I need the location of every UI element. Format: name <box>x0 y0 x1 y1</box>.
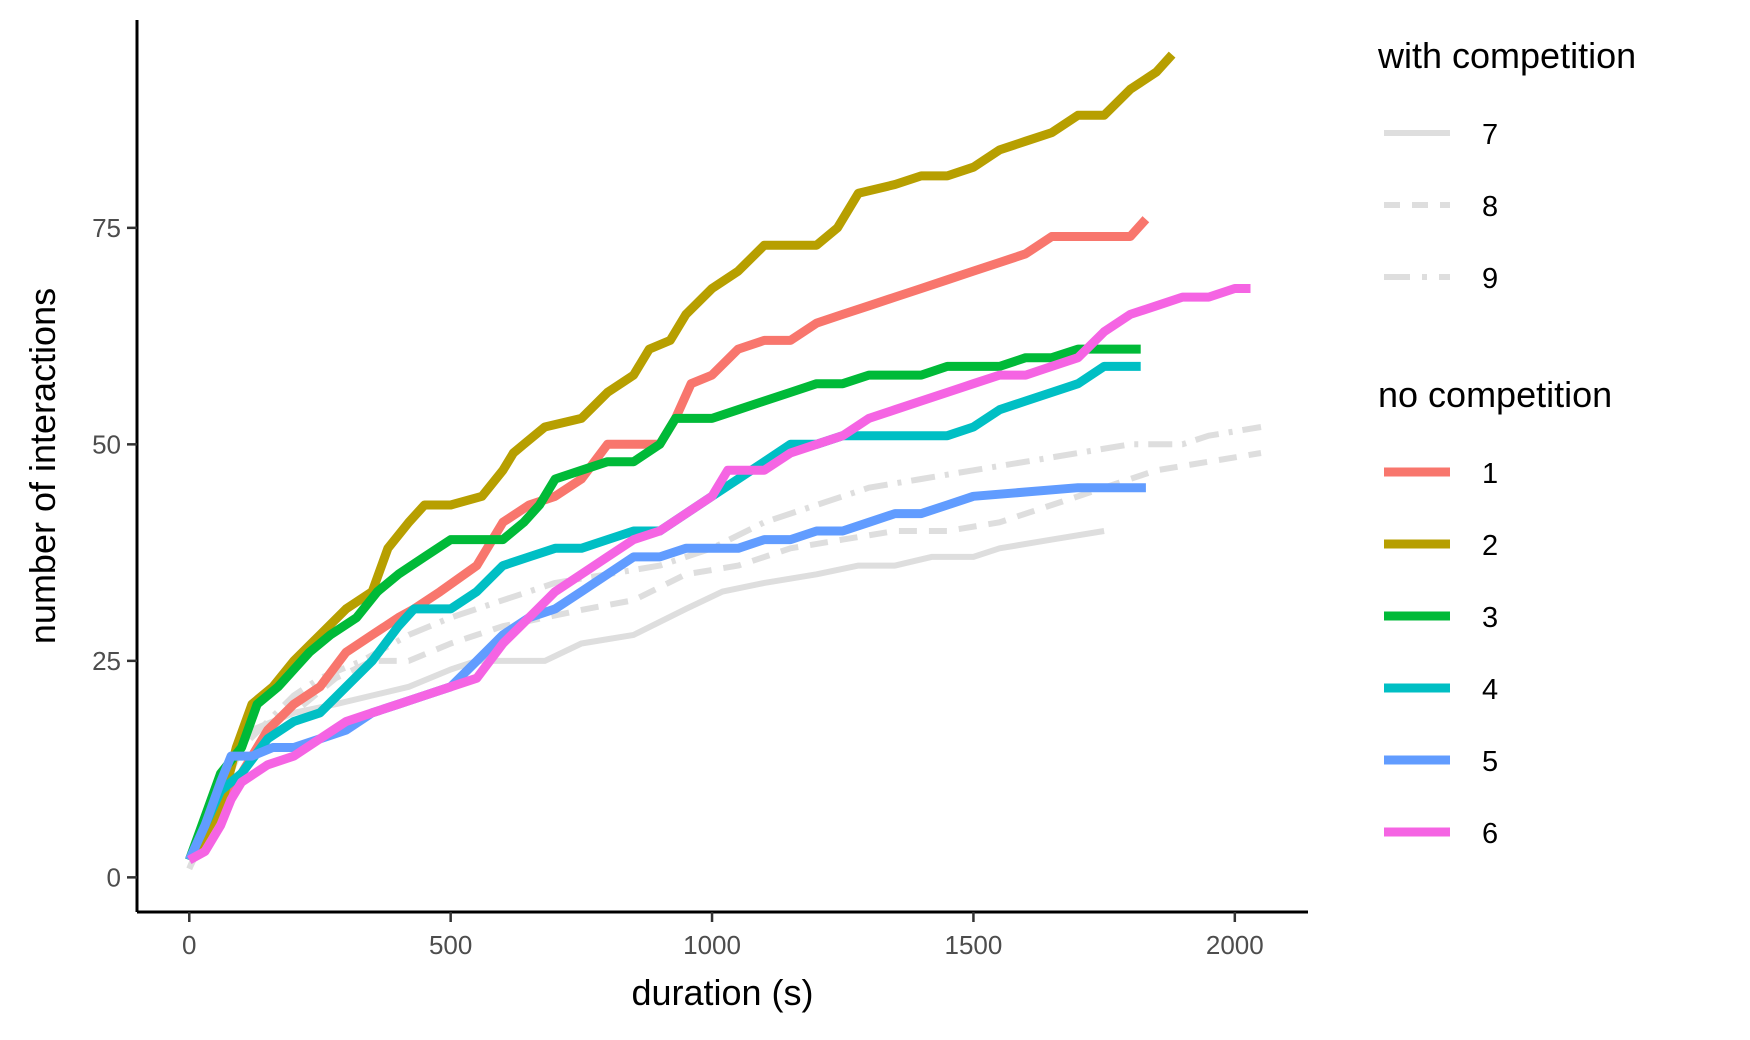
y-tick-label: 0 <box>107 862 121 892</box>
x-tick-label: 0 <box>182 930 196 960</box>
x-axis-ticks: 0 500 1000 1500 2000 <box>182 912 1264 960</box>
series-line-2 <box>185 51 1176 863</box>
series-line-1 <box>185 216 1150 863</box>
y-axis-ticks: 0 25 50 75 <box>92 213 137 892</box>
x-tick-label: 1000 <box>683 930 741 960</box>
series-line-6 <box>187 284 1251 864</box>
series-layer <box>185 51 1262 871</box>
legend-title: no competition <box>1378 374 1612 415</box>
series-line-7 <box>186 528 1105 871</box>
y-tick-label: 25 <box>92 646 121 676</box>
legend-label-7: 7 <box>1482 119 1498 151</box>
x-tick-label: 2000 <box>1206 930 1264 960</box>
legend-label-9: 9 <box>1482 263 1498 295</box>
axes: 0 500 1000 1500 2000 0 25 50 75 <box>92 20 1308 960</box>
legend: with competition 7 8 9 no competition 1 2 3 4 5 6 <box>1377 35 1636 850</box>
legend-label-3: 3 <box>1482 602 1498 634</box>
legend-label-6: 6 <box>1482 818 1498 850</box>
x-tick-label: 500 <box>429 930 472 960</box>
legend-label-8: 8 <box>1482 191 1498 223</box>
x-tick-label: 1500 <box>945 930 1003 960</box>
legend-label-4: 4 <box>1482 674 1498 706</box>
legend-label-2: 2 <box>1482 530 1498 562</box>
x-axis-title: duration (s) <box>631 972 813 1013</box>
y-axis-title: number of interactions <box>22 288 63 644</box>
series-line-8 <box>186 450 1262 870</box>
legend-title: with competition <box>1377 35 1636 76</box>
series-line-3 <box>185 344 1141 862</box>
y-tick-label: 75 <box>92 213 121 243</box>
series-line-9 <box>186 424 1262 870</box>
y-tick-label: 50 <box>92 429 121 459</box>
legend-label-1: 1 <box>1482 458 1498 490</box>
series-line-5 <box>185 483 1146 862</box>
legend-label-5: 5 <box>1482 746 1498 778</box>
